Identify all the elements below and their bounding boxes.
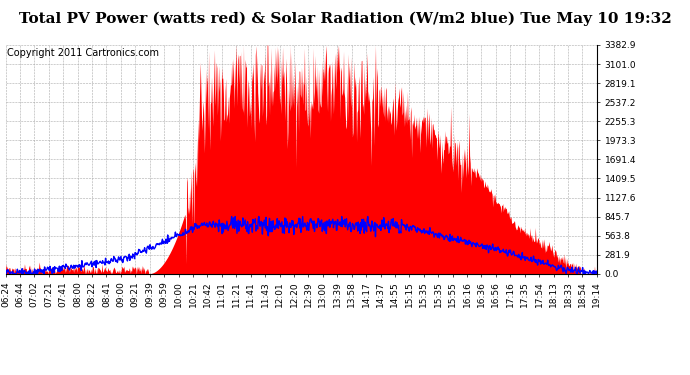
- Text: Copyright 2011 Cartronics.com: Copyright 2011 Cartronics.com: [7, 48, 159, 58]
- Text: Total PV Power (watts red) & Solar Radiation (W/m2 blue) Tue May 10 19:32: Total PV Power (watts red) & Solar Radia…: [19, 11, 671, 26]
